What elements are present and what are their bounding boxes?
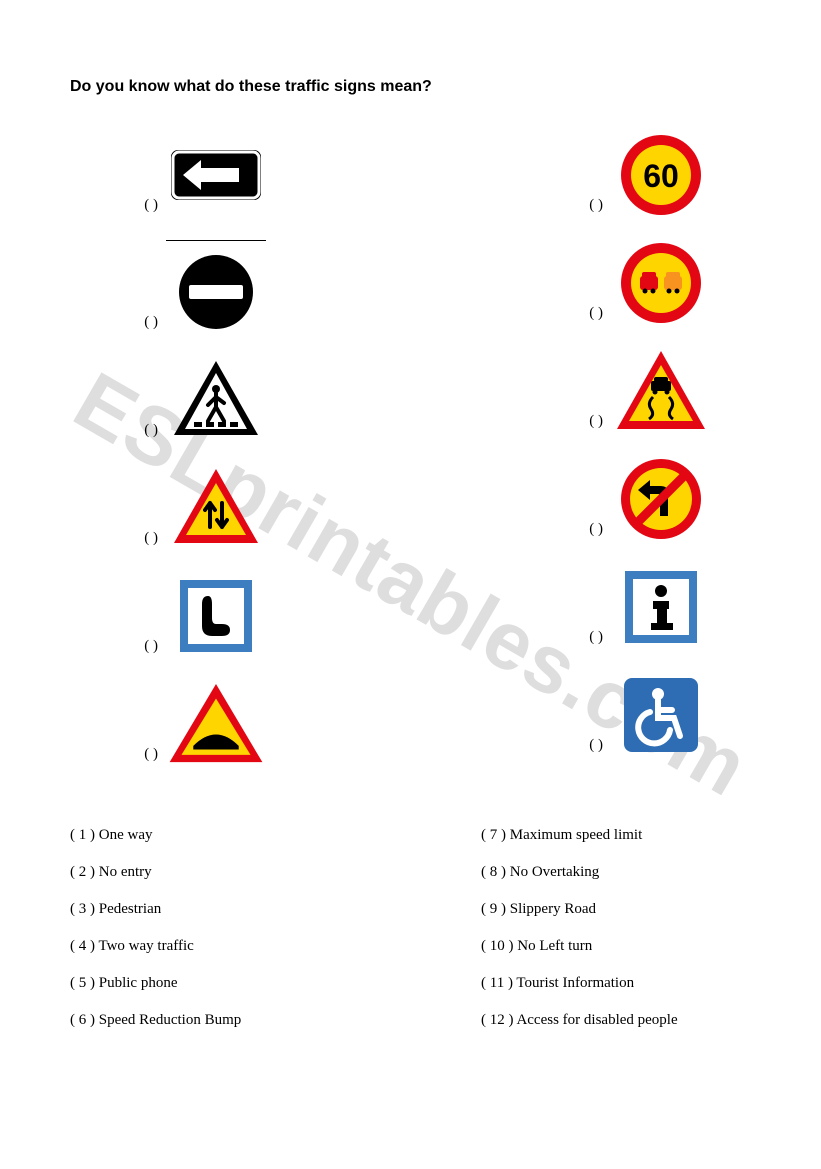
signs-column-right: ( ) 60 ( ) (575, 130, 711, 787)
sign-item: ( ) (130, 463, 266, 553)
answer-option: ( 3 ) Pedestrian (70, 901, 241, 918)
public-phone-sign (166, 571, 266, 661)
answer-blank[interactable]: ( ) (130, 422, 158, 445)
answers-column-left: ( 1 ) One way ( 2 ) No entry ( 3 ) Pedes… (70, 827, 241, 1049)
no-overtaking-sign (611, 238, 711, 328)
divider-line (166, 240, 266, 241)
answer-option: ( 5 ) Public phone (70, 975, 241, 992)
answer-option: ( 4 ) Two way traffic (70, 938, 241, 955)
answer-option: ( 7 ) Maximum speed limit (481, 827, 741, 844)
answer-blank[interactable]: ( ) (575, 629, 603, 652)
sign-item: ( ) (130, 355, 266, 445)
sign-item: ( ) (575, 238, 711, 328)
sign-item: ( ) 60 (575, 130, 711, 220)
answer-option: ( 8 ) No Overtaking (481, 864, 741, 881)
answer-option: ( 12 ) Access for disabled people (481, 1012, 741, 1029)
answer-blank[interactable]: ( ) (130, 530, 158, 553)
answer-blank[interactable]: ( ) (575, 413, 603, 436)
worksheet-title: Do you know what do these traffic signs … (70, 78, 751, 96)
svg-text:60: 60 (643, 158, 679, 194)
answers-section: ( 1 ) One way ( 2 ) No entry ( 3 ) Pedes… (70, 827, 751, 1049)
sign-item: ( ) (575, 562, 711, 652)
answer-blank[interactable]: ( ) (575, 737, 603, 760)
answer-option: ( 6 ) Speed Reduction Bump (70, 1012, 241, 1029)
sign-item: ( ) (130, 679, 266, 769)
answer-option: ( 10 ) No Left turn (481, 938, 741, 955)
one-way-sign (166, 130, 266, 220)
tourist-information-sign (611, 562, 711, 652)
answer-blank[interactable]: ( ) (575, 521, 603, 544)
answer-blank[interactable]: ( ) (130, 197, 158, 220)
sign-item: ( ) (575, 670, 711, 760)
answer-option: ( 2 ) No entry (70, 864, 241, 881)
answer-blank[interactable]: ( ) (575, 197, 603, 220)
speed-limit-sign: 60 (611, 130, 711, 220)
speed-bump-sign (166, 679, 266, 769)
signs-grid: ( ) ( ) (70, 130, 751, 787)
answer-blank[interactable]: ( ) (130, 746, 158, 769)
answer-blank[interactable]: ( ) (575, 305, 603, 328)
sign-item: ( ) (130, 571, 266, 661)
answer-option: ( 9 ) Slippery Road (481, 901, 741, 918)
answer-blank[interactable]: ( ) (130, 314, 158, 337)
pedestrian-crossing-sign (166, 355, 266, 445)
sign-item: ( ) (130, 130, 266, 220)
sign-item: ( ) (130, 247, 266, 337)
sign-item: ( ) (575, 346, 711, 436)
no-left-turn-sign (611, 454, 711, 544)
two-way-traffic-sign (166, 463, 266, 553)
signs-column-left: ( ) ( ) (130, 130, 266, 787)
answer-option: ( 11 ) Tourist Information (481, 975, 741, 992)
sign-item: ( ) (575, 454, 711, 544)
no-entry-sign (166, 247, 266, 337)
answer-blank[interactable]: ( ) (130, 638, 158, 661)
answer-option: ( 1 ) One way (70, 827, 241, 844)
answers-column-right: ( 7 ) Maximum speed limit ( 8 ) No Overt… (481, 827, 741, 1049)
slippery-road-sign (611, 346, 711, 436)
disabled-access-sign (611, 670, 711, 760)
